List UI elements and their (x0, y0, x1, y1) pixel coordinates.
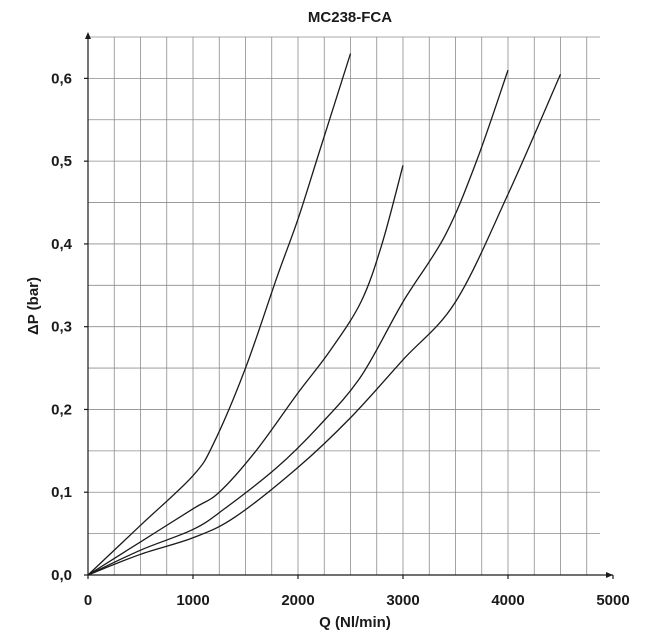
axes (85, 32, 613, 578)
chart-title: MC238-FCA (308, 9, 392, 26)
x-tick-label: 2000 (281, 592, 314, 609)
x-tick-label: 0 (84, 592, 92, 609)
y-tick-label: 0,2 (51, 401, 72, 418)
x-tick-labels: 0 1000 2000 3000 4000 5000 (84, 575, 630, 609)
series-line-1 (87, 53, 352, 576)
y-tick-label: 0,3 (51, 319, 72, 336)
series (87, 53, 562, 576)
series-line-3 (87, 69, 509, 576)
y-tick-label: 0,4 (51, 236, 73, 253)
y-axis-label: ΔP (bar) (25, 277, 42, 335)
y-tick-label: 0,1 (51, 484, 72, 501)
series-line-2 (87, 165, 404, 576)
y-tick-labels: 0,0 0,1 0,2 0,3 0,4 0,5 0,6 (51, 70, 88, 584)
x-tick-label: 3000 (386, 592, 419, 609)
x-axis-label: Q (Nl/min) (319, 614, 391, 631)
series-line-4 (87, 73, 562, 576)
grid (88, 36, 600, 575)
x-tick-label: 4000 (491, 592, 524, 609)
x-tick-label: 1000 (176, 592, 209, 609)
x-tick-label: 5000 (596, 592, 629, 609)
y-tick-label: 0,5 (51, 153, 72, 170)
y-tick-label: 0,6 (51, 70, 72, 87)
y-tick-label: 0,0 (51, 567, 72, 584)
y-axis-arrow (85, 32, 91, 39)
x-axis-arrow (606, 572, 613, 578)
